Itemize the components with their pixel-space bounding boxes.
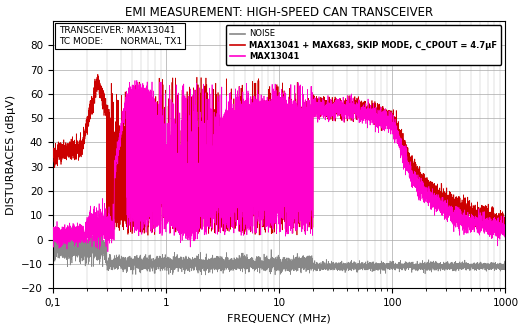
Y-axis label: DISTURBACES (dBμV): DISTURBACES (dBμV)	[6, 94, 16, 215]
Legend: NOISE, MAX13041 + MAX683, SKIP MODE, C_CPOUT = 4.7μF, MAX13041: NOISE, MAX13041 + MAX683, SKIP MODE, C_C…	[226, 25, 501, 65]
Title: EMI MEASUREMENT: HIGH-SPEED CAN TRANSCEIVER: EMI MEASUREMENT: HIGH-SPEED CAN TRANSCEI…	[125, 6, 433, 18]
X-axis label: FREQUENCY (MHz): FREQUENCY (MHz)	[227, 314, 331, 323]
Text: TRANSCEIVER: MAX13041
TC MODE:      NORMAL, TX1: TRANSCEIVER: MAX13041 TC MODE: NORMAL, T…	[59, 26, 182, 46]
